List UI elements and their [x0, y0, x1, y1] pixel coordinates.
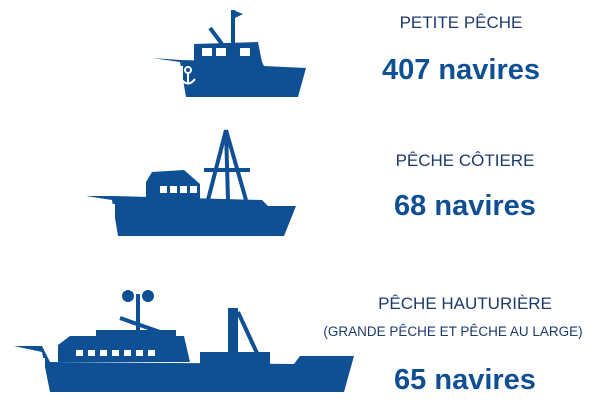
item-count: 68 navires [394, 190, 536, 222]
item-sublabel: (GRANDE PÊCHE ET PÊCHE AU LARGE) [323, 324, 582, 339]
item-label: PÊCHE CÔTIERE [396, 151, 535, 170]
item-count: 65 navires [394, 364, 536, 396]
boat-medium [86, 129, 296, 236]
item-label: PETITE PÊCHE [400, 13, 523, 32]
boat-small [152, 10, 306, 97]
boat-large [14, 290, 354, 392]
item-label: PÊCHE HAUTURIÈRE [378, 294, 552, 313]
item-count: 407 navires [382, 54, 540, 86]
